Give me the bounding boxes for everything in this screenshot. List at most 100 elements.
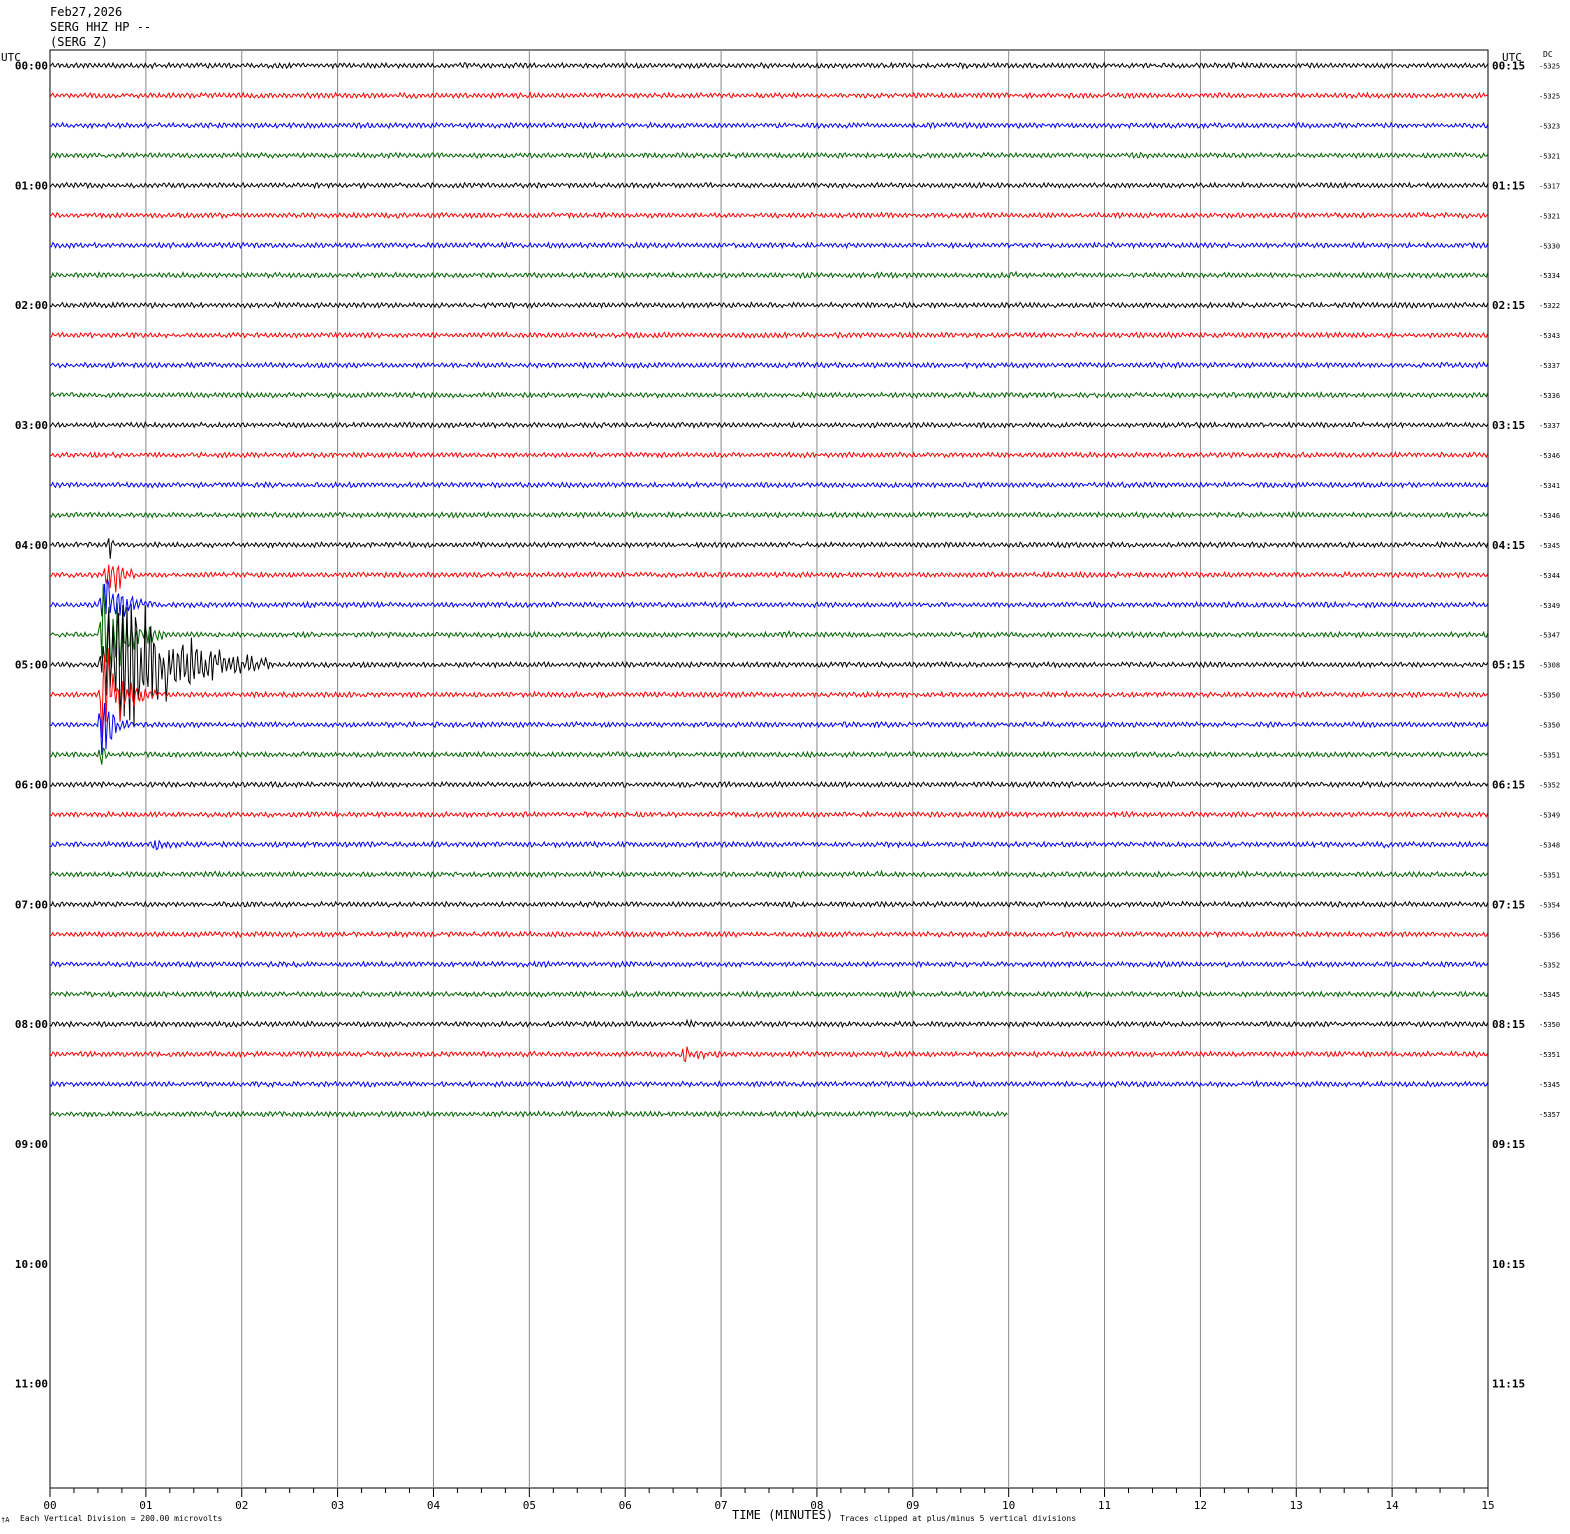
right-hour-label: 07:15 xyxy=(1492,898,1525,911)
trace-row xyxy=(49,61,1489,70)
left-axis-label: UTC xyxy=(1,51,21,64)
trace-row xyxy=(49,900,1489,909)
right-hour-label: 11:15 xyxy=(1492,1378,1525,1391)
x-tick-label: 15 xyxy=(1481,1499,1494,1512)
right-hour-label: 10:15 xyxy=(1492,1258,1525,1271)
x-tick-label: 06 xyxy=(619,1499,632,1512)
dc-offset-label: -5345 xyxy=(1539,542,1560,550)
trace-row xyxy=(49,1079,1489,1089)
trace-row xyxy=(49,603,1489,727)
dc-offset-label: -5345 xyxy=(1539,991,1560,999)
dc-offset-label: -5337 xyxy=(1539,422,1560,430)
dc-offset-label: -5351 xyxy=(1539,752,1560,760)
dc-offset-label: -5341 xyxy=(1539,482,1560,490)
left-hour-label: 07:00 xyxy=(15,898,48,911)
trace-row xyxy=(49,703,1489,756)
x-tick-label: 10 xyxy=(1002,1499,1015,1512)
trace-row xyxy=(49,480,1489,490)
left-hour-labels: 00:00 01:00 02:00 03:00 04:00 05:00 06:00 07:00… xyxy=(15,60,48,1391)
trace-row xyxy=(49,361,1489,370)
trace-row xyxy=(49,648,1489,738)
x-tick-label: 01 xyxy=(139,1499,152,1512)
trace-row xyxy=(50,270,1489,280)
dc-offset-label: -5308 xyxy=(1539,662,1560,670)
x-tick-label: 13 xyxy=(1290,1499,1303,1512)
trace-row xyxy=(49,583,1489,668)
trace-row xyxy=(49,390,1489,400)
dc-offset-label: -5350 xyxy=(1539,722,1560,730)
trace-row xyxy=(49,331,1489,340)
dc-offset-label: -5350 xyxy=(1539,692,1560,700)
dc-offset-label: -5321 xyxy=(1539,152,1560,160)
corner-mark: †A xyxy=(1,1516,10,1524)
dc-offset-label: -5348 xyxy=(1539,841,1560,849)
dc-offset-label: -5321 xyxy=(1539,212,1560,220)
trace-row xyxy=(49,1046,1489,1063)
left-hour-label: 03:00 xyxy=(15,419,48,432)
dc-offset-label: -5347 xyxy=(1539,632,1560,640)
dc-offset-label: -5351 xyxy=(1539,1051,1560,1059)
trace-row xyxy=(49,564,1489,593)
header-date: Feb27,2026 xyxy=(50,5,122,19)
trace-row xyxy=(49,810,1489,819)
trace-row xyxy=(49,930,1489,939)
left-hour-label: 04:00 xyxy=(15,539,48,552)
dc-offset-label: -5323 xyxy=(1539,122,1560,130)
dc-offset-label: -5349 xyxy=(1539,811,1560,819)
scale-note: Each Vertical Division = 200.00 microvol… xyxy=(20,1514,222,1523)
left-hour-label: 06:00 xyxy=(15,779,48,792)
trace-row xyxy=(49,1018,1489,1029)
left-hour-label: 10:00 xyxy=(15,1258,48,1271)
dc-offset-label: -5346 xyxy=(1539,512,1560,520)
left-hour-label: 09:00 xyxy=(15,1138,48,1151)
dc-offset-label: -5354 xyxy=(1539,901,1560,909)
header-station: (SERG Z) xyxy=(50,35,108,49)
right-axis-label: UTC xyxy=(1502,51,1522,64)
left-hour-label: 05:00 xyxy=(15,659,48,672)
dc-label: DC xyxy=(1543,50,1553,59)
x-tick-label: 07 xyxy=(714,1499,727,1512)
plot-frame xyxy=(49,49,1489,1489)
dc-offset-label: -5343 xyxy=(1539,332,1560,340)
dc-offset-label: -5356 xyxy=(1539,931,1560,939)
left-hour-label: 02:00 xyxy=(15,299,48,312)
trace-row xyxy=(49,211,1489,220)
trace-row xyxy=(49,151,1489,160)
x-tick-label: 14 xyxy=(1386,1499,1400,1512)
x-tick-label: 11 xyxy=(1098,1499,1111,1512)
trace-row xyxy=(49,578,1489,617)
trace-row xyxy=(49,538,1489,559)
x-tick-label: 02 xyxy=(235,1499,248,1512)
right-hour-label: 09:15 xyxy=(1492,1138,1525,1151)
dc-offset-labels: -5325 -5325 -5323 -5321 -5317 -5321 -5330 -5334… xyxy=(1539,63,1560,1120)
right-hour-label: 02:15 xyxy=(1492,299,1525,312)
dc-offset-label: -5349 xyxy=(1539,602,1560,610)
x-tick-label: 09 xyxy=(906,1499,919,1512)
dc-offset-label: -5334 xyxy=(1539,272,1560,280)
seismogram-traces xyxy=(49,61,1489,1119)
clip-note: Traces clipped at plus/minus 5 vertical … xyxy=(840,1514,1076,1523)
left-hour-label: 08:00 xyxy=(15,1018,48,1031)
left-hour-label: 01:00 xyxy=(15,179,48,192)
left-hour-label: 11:00 xyxy=(15,1378,48,1391)
right-hour-label: 05:15 xyxy=(1492,659,1525,672)
dc-offset-label: -5330 xyxy=(1539,242,1560,250)
right-hour-labels: 00:15 01:15 02:15 03:15 04:15 05:15 06:15 07:15… xyxy=(1492,60,1525,1391)
trace-row xyxy=(49,989,1489,999)
trace-row xyxy=(49,960,1489,969)
dc-offset-label: -5337 xyxy=(1539,362,1560,370)
right-hour-label: 01:15 xyxy=(1492,179,1525,192)
dc-offset-label: -5325 xyxy=(1539,63,1560,71)
x-tick-label: 00 xyxy=(43,1499,56,1512)
right-hour-label: 04:15 xyxy=(1492,539,1525,552)
trace-row xyxy=(49,510,1489,520)
x-tick-label: 05 xyxy=(523,1499,536,1512)
trace-row xyxy=(49,181,1489,190)
trace-row xyxy=(49,300,1489,310)
trace-row xyxy=(49,450,1489,460)
trace-row xyxy=(49,747,1489,765)
dc-offset-label: -5317 xyxy=(1539,182,1560,190)
dc-offset-label: -5346 xyxy=(1539,452,1560,460)
dc-offset-label: -5352 xyxy=(1539,961,1560,969)
